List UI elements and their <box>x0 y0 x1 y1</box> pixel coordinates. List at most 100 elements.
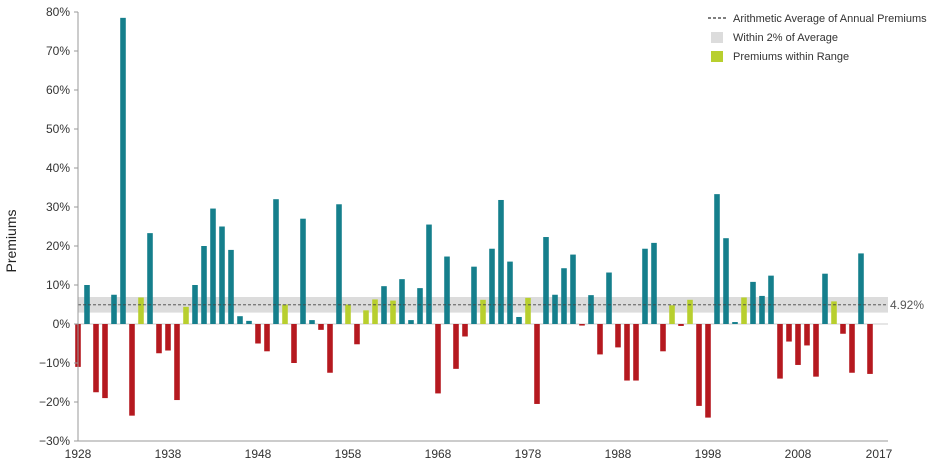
bar-1948 <box>255 324 261 344</box>
y-tick-label: 50% <box>46 122 70 136</box>
bar-1967 <box>426 224 432 324</box>
y-tick-label: 30% <box>46 200 70 214</box>
bar-2009 <box>804 324 810 346</box>
bar-1932 <box>111 294 117 324</box>
y-tick-label: −30% <box>39 434 70 448</box>
bar-1954 <box>309 320 315 324</box>
bar-1929 <box>84 285 90 324</box>
x-tick-label: 1998 <box>695 447 722 461</box>
bar-1969 <box>444 256 450 324</box>
bar-1949 <box>264 324 270 352</box>
bar-1970 <box>453 324 459 369</box>
bar-1935 <box>138 297 144 324</box>
bar-1960 <box>363 310 369 324</box>
bar-2001 <box>732 322 738 324</box>
bar-2007 <box>786 324 792 342</box>
bar-1947 <box>246 320 252 324</box>
bar-1965 <box>408 320 414 324</box>
bar-1943 <box>210 208 216 324</box>
legend-label: Within 2% of Average <box>733 32 838 44</box>
bar-1992 <box>651 242 657 324</box>
bar-2004 <box>759 295 765 324</box>
bar-1986 <box>597 324 603 355</box>
bar-1945 <box>228 249 234 324</box>
x-tick-label: 2017 <box>866 447 893 461</box>
bar-1951 <box>282 304 288 324</box>
y-tick-label: 80% <box>46 5 70 19</box>
legend-label: Premiums within Range <box>733 51 849 63</box>
y-tick-label: 10% <box>46 278 70 292</box>
bar-1987 <box>606 272 612 324</box>
bar-1937 <box>156 324 162 354</box>
bar-1964 <box>399 279 405 324</box>
bar-1994 <box>669 305 675 324</box>
bar-1971 <box>462 324 468 337</box>
y-tick-label: 20% <box>46 239 70 253</box>
bar-1940 <box>183 306 189 324</box>
bar-1938 <box>165 324 171 351</box>
bar-1959 <box>354 324 360 345</box>
x-tick-label: 1958 <box>335 447 362 461</box>
bar-1958 <box>345 304 351 324</box>
bar-1990 <box>633 324 639 381</box>
legend-swatch-band <box>711 32 723 43</box>
bar-1950 <box>273 199 279 324</box>
bar-1989 <box>624 324 630 381</box>
bar-2015 <box>858 253 864 324</box>
y-tick-label: 70% <box>46 44 70 58</box>
bar-1977 <box>516 316 522 324</box>
bar-2002 <box>741 297 747 324</box>
bar-1936 <box>147 233 153 324</box>
x-tick-label: 1988 <box>605 447 632 461</box>
bar-1985 <box>588 295 594 324</box>
bar-1952 <box>291 324 297 363</box>
bar-2014 <box>849 324 855 373</box>
bar-1946 <box>237 316 243 324</box>
y-tick-label: −20% <box>39 395 70 409</box>
bar-1933 <box>120 17 126 324</box>
bar-2013 <box>840 324 846 334</box>
bar-1955 <box>318 324 324 330</box>
average-label: 4.92% <box>890 298 924 312</box>
bar-2008 <box>795 324 801 365</box>
bar-1963 <box>390 300 396 324</box>
bar-1978 <box>525 297 531 324</box>
legend-label: Arithmetic Average of Annual Premiums <box>733 13 927 25</box>
bar-1930 <box>93 324 99 393</box>
y-tick-label: 0% <box>53 317 71 331</box>
bar-1975 <box>498 199 504 324</box>
x-tick-label: 1968 <box>425 447 452 461</box>
bar-1981 <box>552 294 558 324</box>
bar-1983 <box>570 254 576 324</box>
bar-1972 <box>471 266 477 324</box>
bar-1968 <box>435 324 441 394</box>
y-tick-label: 40% <box>46 161 70 175</box>
bar-1957 <box>336 204 342 324</box>
bar-1939 <box>174 324 180 401</box>
bar-1966 <box>417 288 423 324</box>
bar-1974 <box>489 248 495 324</box>
x-tick-label: 1928 <box>65 447 92 461</box>
y-tick-label: 60% <box>46 83 70 97</box>
bar-2000 <box>723 238 729 324</box>
bar-2003 <box>750 281 756 324</box>
x-tick-label: 1948 <box>245 447 272 461</box>
bar-1976 <box>507 261 513 324</box>
bar-1934 <box>129 324 135 416</box>
bar-1979 <box>534 324 540 404</box>
bar-1944 <box>219 226 225 324</box>
bar-1931 <box>102 324 108 399</box>
bar-1988 <box>615 324 621 348</box>
x-tick-label: 1938 <box>155 447 182 461</box>
bar-1984 <box>579 324 585 326</box>
bar-1953 <box>300 218 306 324</box>
bar-1973 <box>480 299 486 324</box>
bar-2012 <box>831 301 837 324</box>
bar-2016 <box>867 324 873 374</box>
x-tick-label: 1978 <box>515 447 542 461</box>
bar-1998 <box>705 324 711 418</box>
bar-1999 <box>714 194 720 324</box>
bar-1980 <box>543 237 549 324</box>
bar-1956 <box>327 324 333 373</box>
